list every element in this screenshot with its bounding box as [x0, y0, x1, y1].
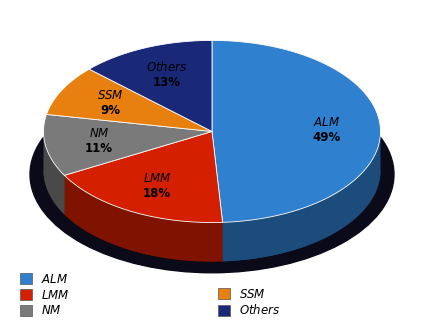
Polygon shape — [223, 132, 380, 261]
Ellipse shape — [30, 76, 394, 273]
Polygon shape — [212, 40, 380, 222]
Polygon shape — [64, 132, 223, 222]
Text: $\it{Others}$
13%: $\it{Others}$ 13% — [146, 60, 187, 89]
Text: $\it{NM}$
11%: $\it{NM}$ 11% — [85, 127, 113, 155]
Legend: $\it{SSM}$, $\it{Others}$: $\it{SSM}$, $\it{Others}$ — [218, 288, 280, 318]
Polygon shape — [44, 171, 212, 215]
Polygon shape — [44, 114, 212, 175]
Polygon shape — [64, 171, 223, 261]
Polygon shape — [212, 171, 380, 261]
Text: $\it{SSM}$
9%: $\it{SSM}$ 9% — [97, 89, 123, 117]
Polygon shape — [47, 69, 212, 132]
Polygon shape — [44, 132, 64, 215]
Polygon shape — [64, 175, 223, 261]
Text: $\it{LMM}$
18%: $\it{LMM}$ 18% — [142, 172, 171, 200]
Polygon shape — [89, 40, 212, 132]
Text: $\it{ALM}$
49%: $\it{ALM}$ 49% — [312, 115, 340, 144]
